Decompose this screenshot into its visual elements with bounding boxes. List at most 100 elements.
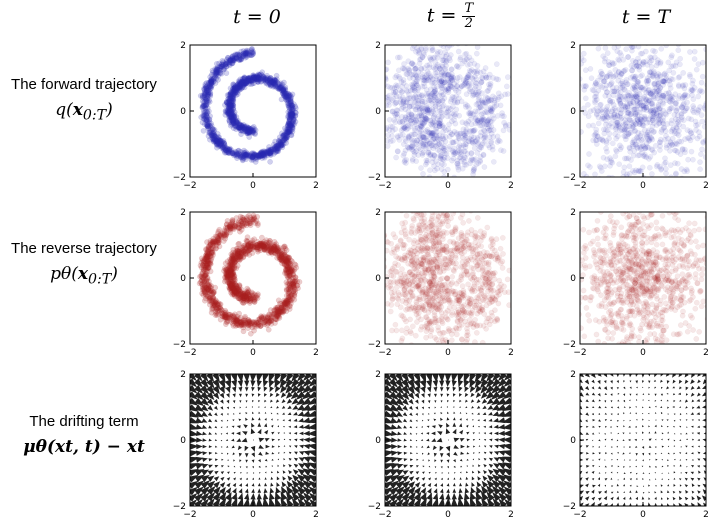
y-tick-label: −2 xyxy=(368,173,381,183)
y-tick-label: 0 xyxy=(180,274,186,284)
scatter-point xyxy=(206,301,213,308)
scatter-point xyxy=(599,84,605,90)
scatter-point xyxy=(267,148,274,155)
scatter-point xyxy=(688,148,695,155)
scatter-point xyxy=(289,107,295,113)
scatter-point xyxy=(230,113,237,120)
scatter-point xyxy=(277,141,284,148)
scatter-point xyxy=(205,251,212,258)
fraction-numerator: T xyxy=(462,1,476,17)
scatter-point xyxy=(379,84,384,89)
scatter-point xyxy=(245,127,251,134)
scatter-point xyxy=(286,126,293,133)
scatter-point xyxy=(224,107,231,114)
scatter-point xyxy=(211,136,218,142)
scatter-point xyxy=(620,24,625,29)
scatter-point xyxy=(685,156,691,163)
scatter-point xyxy=(266,144,272,150)
math-end: ) xyxy=(106,100,113,120)
scatter-point xyxy=(246,74,253,81)
scatter-point xyxy=(289,102,295,109)
scatter-point xyxy=(385,126,389,133)
scatter-point xyxy=(226,101,233,108)
scatter-point xyxy=(268,148,274,155)
scatter-point xyxy=(202,109,209,115)
scatter-point xyxy=(201,93,208,100)
scatter-point xyxy=(655,117,662,123)
scatter-point xyxy=(201,121,208,128)
scatter-point xyxy=(204,104,211,111)
scatter-point xyxy=(634,144,640,150)
scatter-point xyxy=(246,81,252,87)
scatter-point xyxy=(225,107,231,113)
scatter-point xyxy=(220,144,226,151)
scatter-point xyxy=(291,261,298,268)
scatter-point xyxy=(289,124,296,131)
scatter-point xyxy=(227,59,234,66)
scatter-point xyxy=(289,111,296,118)
scatter-point xyxy=(200,103,207,110)
scatter-point xyxy=(289,126,296,132)
scatter-point xyxy=(629,67,635,74)
scatter-point xyxy=(227,106,234,113)
scatter-point xyxy=(420,94,426,101)
scatter-point xyxy=(229,115,236,122)
scatter-point xyxy=(252,127,259,134)
scatter-point xyxy=(236,310,242,317)
scatter-point xyxy=(240,223,247,229)
scatter-point xyxy=(236,56,243,63)
scatter-point xyxy=(209,132,215,138)
scatter-point xyxy=(229,150,236,157)
scatter-point xyxy=(219,142,225,149)
scatter-point xyxy=(419,32,424,37)
scatter-point xyxy=(493,61,500,67)
scatter-point xyxy=(258,76,264,83)
scatter-point xyxy=(284,92,290,98)
scatter-point xyxy=(287,128,293,135)
scatter-point xyxy=(209,135,216,141)
scatter-point xyxy=(227,90,234,96)
scatter-point xyxy=(229,120,236,126)
scatter-point xyxy=(211,136,218,143)
scatter-point xyxy=(683,166,690,173)
row-title: The reverse trajectory xyxy=(11,240,157,257)
scatter-point xyxy=(288,113,294,119)
scatter-point xyxy=(638,168,644,174)
scatter-point xyxy=(284,123,291,130)
scatter-point xyxy=(225,148,231,154)
scatter-point xyxy=(281,79,287,86)
scatter-point xyxy=(226,104,233,111)
scatter-point xyxy=(205,99,211,105)
scatter-point xyxy=(228,91,235,98)
scatter-point xyxy=(458,130,464,137)
scatter-point xyxy=(213,70,220,76)
scatter-point xyxy=(264,150,270,157)
scatter-point xyxy=(685,115,692,122)
scatter-point xyxy=(670,69,677,76)
scatter-point xyxy=(278,141,285,148)
scatter-point xyxy=(422,115,429,121)
scatter-point xyxy=(248,47,255,54)
scatter-point xyxy=(677,61,683,68)
scatter-point xyxy=(267,77,273,84)
scatter-point xyxy=(695,93,702,100)
scatter-point xyxy=(245,126,252,133)
scatter-point xyxy=(428,74,434,80)
scatter-point xyxy=(585,162,591,169)
scatter-point xyxy=(639,121,646,127)
scatter-point xyxy=(226,105,233,111)
scatter-point xyxy=(271,239,278,245)
scatter-point xyxy=(266,76,273,82)
scatter-point xyxy=(248,52,254,59)
scatter-point xyxy=(244,130,251,137)
scatter-point xyxy=(201,113,207,119)
scatter-point xyxy=(238,85,245,92)
scatter-point xyxy=(393,154,399,161)
scatter-point xyxy=(603,138,610,144)
scatter-point xyxy=(203,101,210,108)
scatter-point xyxy=(649,171,655,177)
scatter-point xyxy=(663,188,668,193)
scatter-point xyxy=(271,77,278,84)
scatter-point xyxy=(231,85,238,92)
